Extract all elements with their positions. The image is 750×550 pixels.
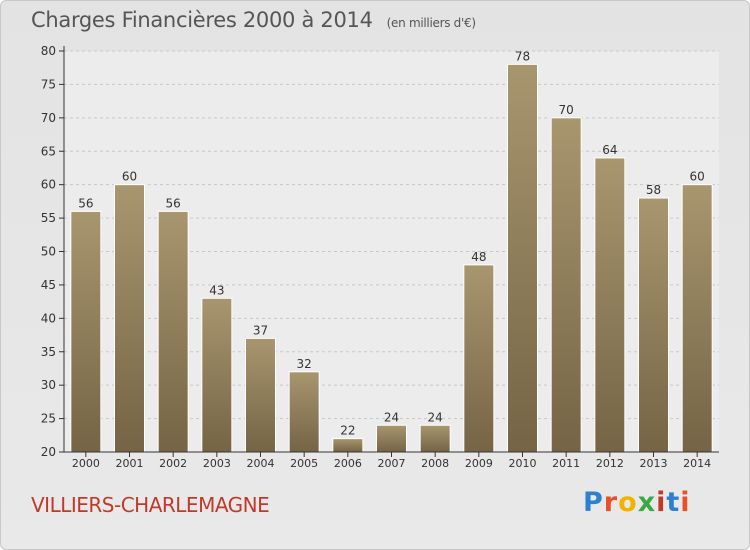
y-tick-label: 60 bbox=[41, 178, 56, 192]
data-label: 24 bbox=[384, 410, 399, 424]
bar bbox=[332, 438, 364, 453]
bar bbox=[507, 63, 538, 453]
y-tick-label: 25 bbox=[41, 412, 56, 426]
x-tick-label: 2006 bbox=[334, 457, 362, 470]
chart-unit: (en milliers d'€) bbox=[386, 16, 476, 30]
x-tick-label: 2002 bbox=[159, 457, 187, 470]
data-label: 22 bbox=[340, 424, 355, 438]
logo-letter: P bbox=[583, 487, 604, 518]
x-tick-label: 2012 bbox=[596, 457, 624, 470]
y-tick-label: 70 bbox=[41, 111, 56, 125]
data-label: 56 bbox=[78, 196, 93, 210]
logo-letter: i bbox=[680, 487, 691, 518]
x-tick-label: 2005 bbox=[290, 457, 318, 470]
bar bbox=[681, 184, 713, 453]
bar bbox=[157, 210, 189, 453]
y-tick-label: 65 bbox=[41, 144, 56, 158]
x-tick-label: 2009 bbox=[465, 457, 493, 470]
bar bbox=[376, 424, 407, 453]
commune-name: VILLIERS-CHARLEMAGNE bbox=[31, 493, 270, 517]
y-tick-label: 45 bbox=[41, 278, 56, 292]
x-tick-label: 2010 bbox=[509, 457, 537, 470]
y-tick-label: 35 bbox=[41, 345, 56, 359]
data-label: 32 bbox=[297, 357, 312, 371]
x-tick-label: 2003 bbox=[203, 457, 231, 470]
y-tick-label: 20 bbox=[41, 445, 56, 459]
data-label: 48 bbox=[471, 250, 486, 264]
bar bbox=[201, 297, 233, 453]
x-tick-label: 2004 bbox=[247, 457, 275, 470]
bar bbox=[419, 424, 451, 453]
x-tick-label: 2008 bbox=[421, 457, 449, 470]
logo-letter: o bbox=[618, 487, 638, 518]
logo-letter: i bbox=[656, 487, 667, 518]
x-tick-label: 2014 bbox=[683, 457, 711, 470]
y-tick-label: 40 bbox=[41, 311, 56, 325]
x-tick-label: 2013 bbox=[640, 457, 668, 470]
x-tick-label: 2000 bbox=[72, 457, 100, 470]
bar bbox=[594, 157, 626, 453]
bar bbox=[288, 371, 320, 453]
y-tick-label: 55 bbox=[41, 211, 56, 225]
data-label: 60 bbox=[690, 170, 705, 184]
y-tick-label: 30 bbox=[41, 378, 56, 392]
data-label: 56 bbox=[166, 196, 181, 210]
y-tick-label: 50 bbox=[41, 245, 56, 259]
x-tick-label: 2001 bbox=[116, 457, 144, 470]
chart-title: Charges Financières 2000 à 2014 (en milli… bbox=[31, 8, 476, 32]
data-label: 58 bbox=[646, 183, 661, 197]
chart-title-text: Charges Financières 2000 à 2014 bbox=[31, 8, 373, 32]
logo-letter: x bbox=[637, 487, 657, 518]
bar bbox=[70, 210, 102, 453]
logo-letter: r bbox=[603, 487, 619, 518]
data-label: 78 bbox=[515, 49, 530, 63]
x-tick-label: 2011 bbox=[552, 457, 580, 470]
bar bbox=[550, 117, 582, 453]
bar bbox=[114, 184, 145, 453]
y-tick-label: 75 bbox=[41, 77, 56, 91]
bar bbox=[463, 264, 495, 453]
x-tick-label: 2007 bbox=[378, 457, 406, 470]
bar bbox=[245, 337, 276, 453]
proxiti-logo: Proxiti bbox=[583, 487, 691, 518]
data-label: 64 bbox=[602, 143, 617, 157]
data-label: 60 bbox=[122, 170, 137, 184]
data-label: 24 bbox=[428, 410, 443, 424]
logo-letter: t bbox=[666, 487, 681, 518]
data-label: 43 bbox=[209, 283, 224, 297]
data-label: 37 bbox=[253, 323, 268, 337]
data-label: 70 bbox=[559, 103, 574, 117]
y-tick-label: 80 bbox=[41, 44, 56, 58]
bar bbox=[638, 197, 669, 453]
